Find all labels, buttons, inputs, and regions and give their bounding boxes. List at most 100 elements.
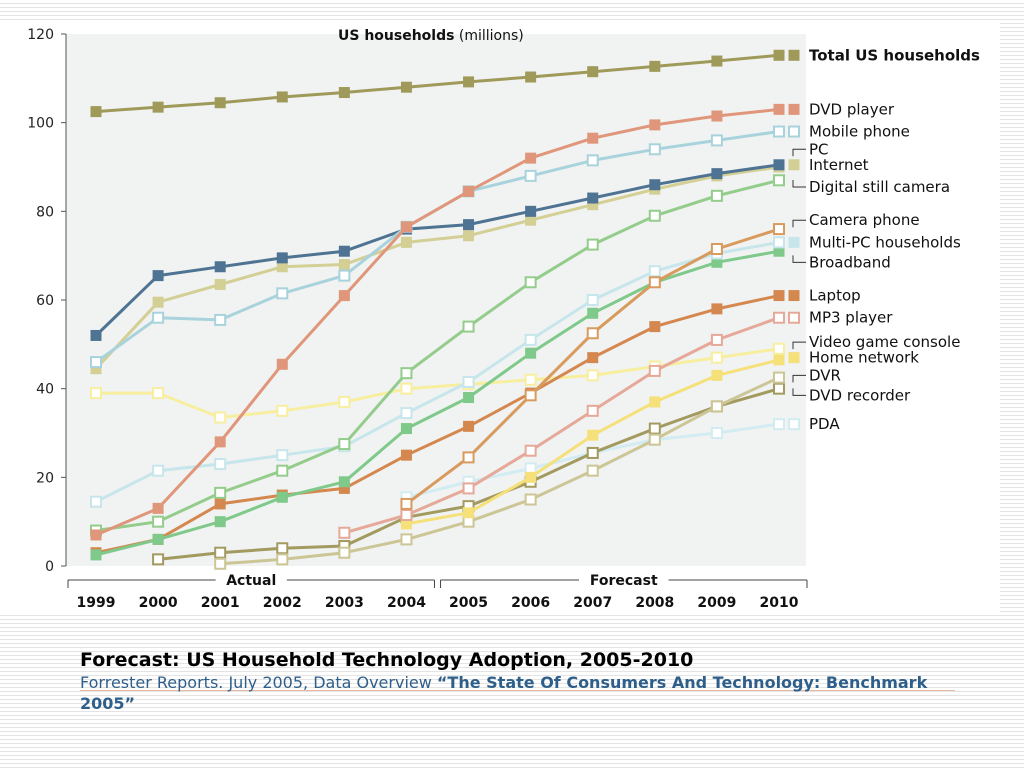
legend-marker: [788, 103, 800, 115]
data-point: [463, 185, 475, 197]
data-point: [524, 389, 537, 402]
caption-divider: [80, 690, 955, 691]
data-point: [649, 396, 661, 408]
data-point: [586, 369, 599, 382]
series-line: [94, 163, 780, 337]
data-point: [587, 132, 599, 144]
data-point: [587, 352, 599, 364]
data-point: [90, 106, 102, 118]
data-point: [710, 427, 723, 439]
legend-connector: [792, 219, 806, 228]
data-point: [214, 436, 226, 448]
legend-label-mp3-player: MP3 player: [809, 309, 893, 327]
chart-title-main: US households: [338, 28, 454, 44]
data-point: [400, 407, 413, 420]
data-point: [773, 382, 785, 395]
legend-label-camera-phone: Camera phone: [809, 211, 920, 229]
data-point: [463, 507, 475, 519]
data-point: [773, 49, 785, 61]
data-point: [773, 223, 785, 236]
series-home-network: [400, 354, 785, 530]
legend-label-internet: Internet: [809, 156, 869, 174]
data-point: [90, 529, 102, 541]
data-point: [525, 152, 537, 164]
data-point: [338, 269, 351, 282]
y-tick-label: 80: [36, 204, 54, 220]
x-tick-label: 2001: [201, 595, 240, 611]
data-point: [338, 290, 350, 302]
series-line: [94, 165, 780, 370]
legend-label-home-network: Home network: [809, 349, 919, 367]
data-point: [276, 404, 289, 417]
data-point: [214, 278, 226, 290]
data-point: [400, 221, 412, 233]
legend-label-laptop: Laptop: [809, 287, 861, 305]
data-point: [463, 230, 475, 242]
data-point: [462, 376, 475, 389]
series-line: [95, 107, 780, 537]
x-tick-label: 2009: [697, 595, 736, 611]
data-point: [524, 373, 537, 386]
series-total-us-households: [90, 49, 785, 118]
data-point: [773, 342, 785, 355]
legend-marker: [788, 159, 800, 171]
data-point: [773, 236, 785, 249]
x-tick-label: 2006: [511, 595, 550, 611]
data-point: [586, 446, 599, 459]
legend-connector: [792, 148, 806, 157]
y-tick-label: 40: [36, 382, 54, 398]
x-group-label-forecast: Forecast: [590, 573, 658, 589]
data-point: [586, 238, 599, 251]
data-point: [152, 311, 165, 324]
data-point: [400, 509, 413, 522]
data-point: [773, 290, 785, 302]
x-tick-label: 2007: [573, 595, 612, 611]
data-point: [524, 276, 537, 289]
data-point: [587, 192, 599, 204]
series-line: [95, 294, 780, 555]
legend-label-pc: PC: [809, 140, 829, 158]
data-point: [338, 87, 350, 99]
data-point: [152, 553, 165, 566]
data-point: [587, 66, 599, 78]
legend-connector: [792, 255, 806, 263]
data-point: [649, 321, 661, 333]
series-dvd-player: [90, 103, 785, 541]
chart-title: US households (millions): [338, 28, 524, 44]
data-point: [152, 270, 164, 282]
data-point: [400, 497, 413, 510]
data-point: [648, 276, 661, 289]
data-point: [152, 387, 165, 400]
data-point: [711, 369, 723, 381]
data-point: [338, 245, 350, 257]
data-point: [525, 471, 537, 483]
data-point: [586, 464, 599, 477]
data-point: [649, 60, 661, 72]
legend-connector: [792, 341, 806, 350]
data-point: [524, 169, 537, 182]
data-point: [587, 307, 599, 319]
legend-label-dvr: DVR: [809, 366, 841, 384]
data-point: [773, 174, 785, 187]
data-point: [214, 516, 226, 528]
x-tick-label: 2005: [449, 595, 488, 611]
caption-source-quote: “The State Of Consumers And Technology: …: [80, 673, 928, 713]
x-tick-label: 2010: [760, 595, 799, 611]
data-point: [586, 154, 599, 167]
data-point: [463, 420, 475, 432]
legend-marker: [788, 311, 800, 324]
data-point: [152, 502, 164, 514]
data-point: [400, 236, 412, 248]
data-point: [338, 395, 351, 408]
data-point: [648, 143, 661, 156]
data-point: [214, 458, 227, 471]
legend-marker: [788, 352, 800, 364]
data-point: [90, 549, 102, 561]
caption-source-prefix: Forrester Reports. July 2005, Data Overv…: [80, 673, 437, 692]
data-point: [524, 444, 537, 457]
data-point: [711, 168, 723, 180]
data-point: [463, 219, 475, 231]
data-point: [214, 261, 226, 273]
data-point: [773, 159, 785, 171]
data-point: [276, 553, 289, 566]
